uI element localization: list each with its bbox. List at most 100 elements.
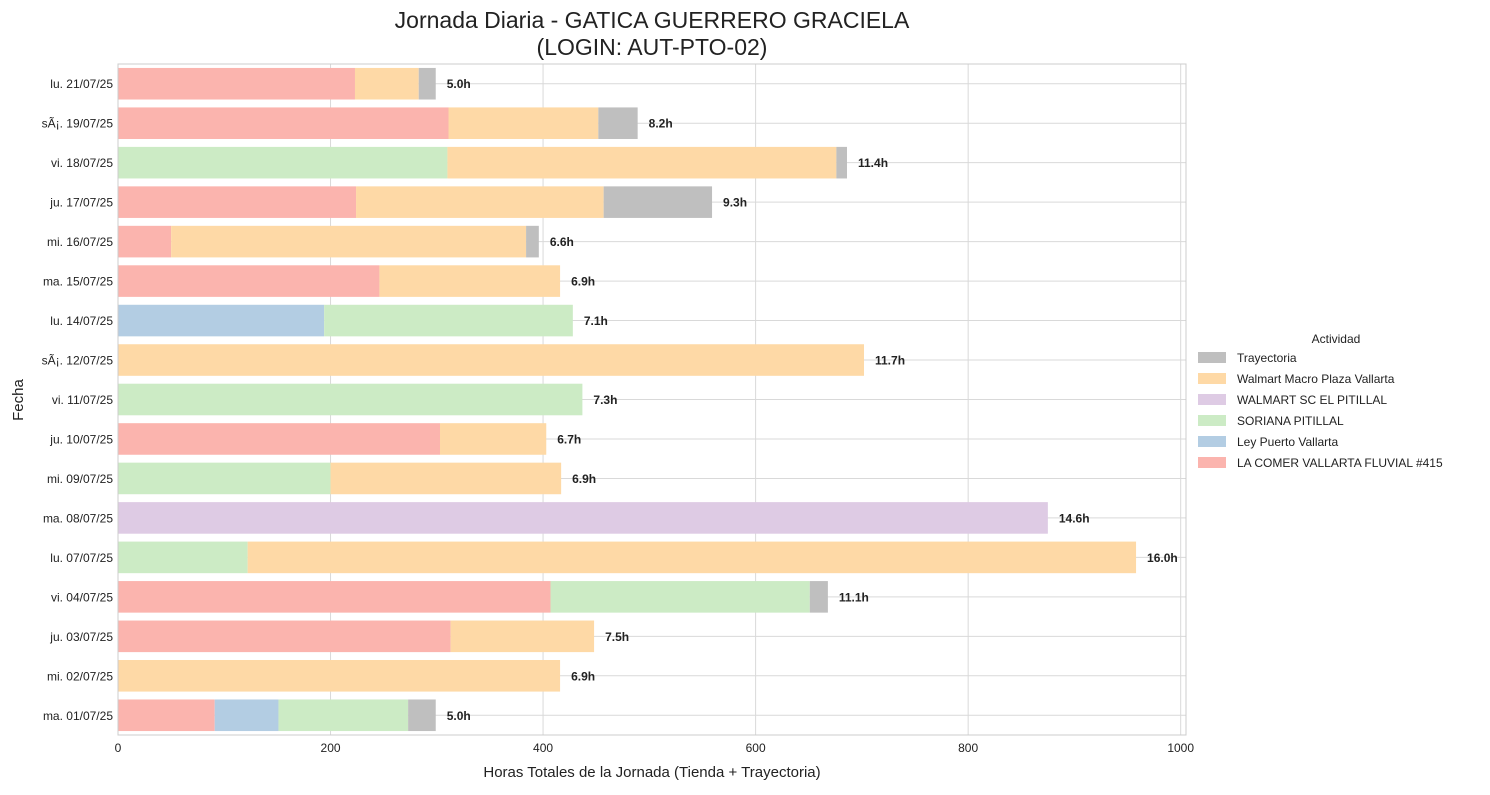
bar-segment [354,67,419,100]
y-tick-label: ju. 03/07/25 [49,630,113,644]
y-tick-labels: lu. 21/07/25 sÃ¡. 19/07/25 vi. 18/07/25 ju.… [42,77,114,723]
bar-total-label: 9.3h [723,196,747,210]
bar-segment [118,699,215,732]
bar-segment [118,502,1048,534]
y-tick-label: lu. 07/07/25 [50,551,113,565]
bar-total-label: 11.7h [875,354,905,368]
bar-segment [118,423,440,455]
bar-segment [118,304,325,337]
bar-segment [439,423,547,455]
bar-total-label: 7.3h [593,393,617,407]
y-tick-label: vi. 04/07/25 [51,590,113,604]
y-tick-label: ju. 17/07/25 [49,196,113,210]
bar-segment [418,67,436,100]
y-tick-label: ma. 08/07/25 [43,511,113,525]
legend-title: Actividad [1312,332,1361,346]
legend-label: Walmart Macro Plaza Vallarta [1237,372,1395,386]
x-tick-labels: 0 200 400 600 800 1000 [115,741,1195,755]
bar-total-label: 11.1h [839,590,869,604]
legend-label: WALMART SC EL PITILLAL [1237,393,1387,407]
y-tick-label: ju. 10/07/25 [49,432,113,446]
bar-segment [550,581,810,613]
bar-segment [447,146,837,179]
bar-segment [118,581,551,613]
x-tick-label: 200 [321,741,341,755]
bar-total-label: 5.0h [447,709,471,723]
bar-segment [278,699,409,732]
bar-segment [118,462,331,495]
bar-segment [836,146,848,179]
bar-segment [247,541,1137,574]
legend-swatch [1198,352,1226,363]
bar-segment [118,344,865,376]
bar-segment [118,620,451,653]
bar-segment [118,660,561,692]
y-tick-label: mi. 09/07/25 [47,472,113,486]
bar-total-label: 7.1h [584,314,608,328]
legend-swatch [1198,457,1226,468]
y-tick-label: lu. 14/07/25 [50,314,113,328]
bar-segment [118,225,172,258]
x-tick-label: 400 [533,741,553,755]
bar-segment [379,265,561,297]
bar-total-label: 6.9h [572,472,596,486]
bar-segment [356,186,604,218]
legend-swatch [1198,373,1226,384]
y-tick-label: sÃ¡. 19/07/25 [42,117,114,131]
bar-total-label: 7.5h [605,630,629,644]
bar-total-label: 6.7h [557,432,581,446]
x-tick-label: 0 [115,741,122,755]
bar-layer [118,67,1137,732]
bar-total-label: 8.2h [649,117,673,131]
legend-label: Ley Puerto Vallarta [1237,435,1338,449]
y-tick-label: ma. 15/07/25 [43,275,113,289]
bar-segment [118,265,380,297]
bar-total-label: 14.6h [1059,511,1090,525]
bar-total-label: 5.0h [447,77,471,91]
bar-segment [118,541,248,574]
data-labels: 5.0h 8.2h 11.4h 9.3h 6.6h 6.9h 7.1h 11.7h 7.3h 6.… [447,77,1178,723]
legend: Actividad Trayectoria Walmart Macro Plaza… [1198,332,1443,470]
bar-segment [214,699,279,732]
legend-label: LA COMER VALLARTA FLUVIAL #415 [1237,456,1443,470]
plot-frame [117,63,1187,736]
y-tick-label: lu. 21/07/25 [50,77,113,91]
bar-total-label: 16.0h [1147,551,1178,565]
bar-segment [408,699,436,732]
x-tick-label: 800 [958,741,978,755]
legend-label: SORIANA PITILLAL [1237,414,1344,428]
bar-segment [171,225,527,258]
chart-title-line1: Jornada Diaria - GATICA GUERRERO GRACIEL… [395,7,910,33]
bar-segment [118,186,357,218]
bar-segment [448,107,599,139]
bar-segment [330,462,562,495]
x-tick-label: 600 [746,741,766,755]
bar-total-label: 6.6h [550,235,574,249]
bar-segment [809,581,828,613]
y-tick-label: sÃ¡. 12/07/25 [42,354,114,368]
x-tick-label: 1000 [1167,741,1194,755]
y-tick-label: ma. 01/07/25 [43,709,113,723]
bar-segment [450,620,595,653]
bar-segment [118,146,448,179]
bar-segment [526,225,539,258]
y-axis-label: Fecha [10,379,27,421]
legend-swatch [1198,394,1226,405]
x-axis-label: Horas Totales de la Jornada (Tienda + Tr… [483,764,820,781]
y-tick-label: mi. 02/07/25 [47,669,113,683]
bar-segment [603,186,713,218]
bar-segment [118,107,449,139]
bar-segment [118,67,355,100]
bar-total-label: 6.9h [571,669,595,683]
bar-total-label: 11.4h [858,156,888,170]
legend-label: Trayectoria [1237,351,1297,365]
bar-segment [118,383,583,416]
y-tick-label: vi. 11/07/25 [52,393,113,407]
legend-swatch [1198,436,1226,447]
chart-title-line2: (LOGIN: AUT-PTO-02) [537,34,768,60]
y-tick-label: mi. 16/07/25 [47,235,113,249]
legend-swatch [1198,415,1226,426]
bar-segment [324,304,573,337]
bar-total-label: 6.9h [571,275,595,289]
